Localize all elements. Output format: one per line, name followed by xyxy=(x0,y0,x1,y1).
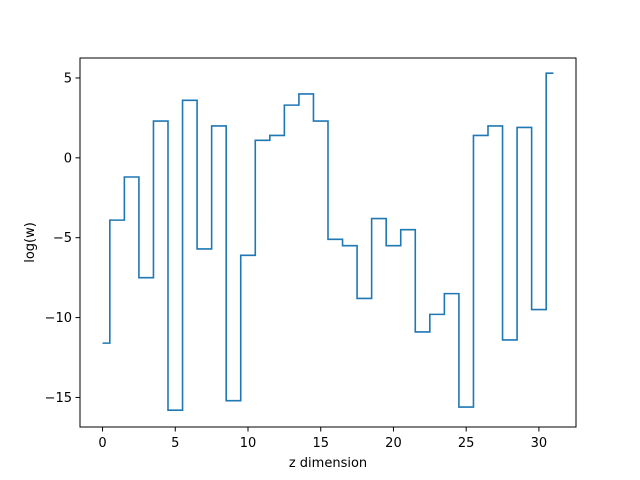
x-tick-label: 30 xyxy=(531,436,548,451)
y-tick-label: −5 xyxy=(53,231,72,246)
plot-area xyxy=(102,72,554,412)
y-axis-ticks: −15 −10 −5 0 5 xyxy=(45,71,80,406)
y-tick-label: 5 xyxy=(64,71,72,86)
y-tick-label: 0 xyxy=(64,151,72,166)
x-tick-label: 0 xyxy=(98,436,106,451)
x-tick-label: 20 xyxy=(385,436,402,451)
axes-frame xyxy=(79,57,577,428)
y-axis-label: log(w) xyxy=(23,222,38,263)
x-tick-label: 25 xyxy=(458,436,475,451)
x-axis-ticks: 0 5 10 15 20 25 30 xyxy=(98,427,547,451)
x-axis-label: z dimension xyxy=(289,456,367,471)
series-line-0 xyxy=(102,72,554,412)
x-tick-label: 5 xyxy=(171,436,179,451)
y-tick-label: −15 xyxy=(45,391,72,406)
y-tick-label: −10 xyxy=(45,311,72,326)
x-tick-label: 10 xyxy=(240,436,257,451)
x-tick-label: 15 xyxy=(312,436,329,451)
